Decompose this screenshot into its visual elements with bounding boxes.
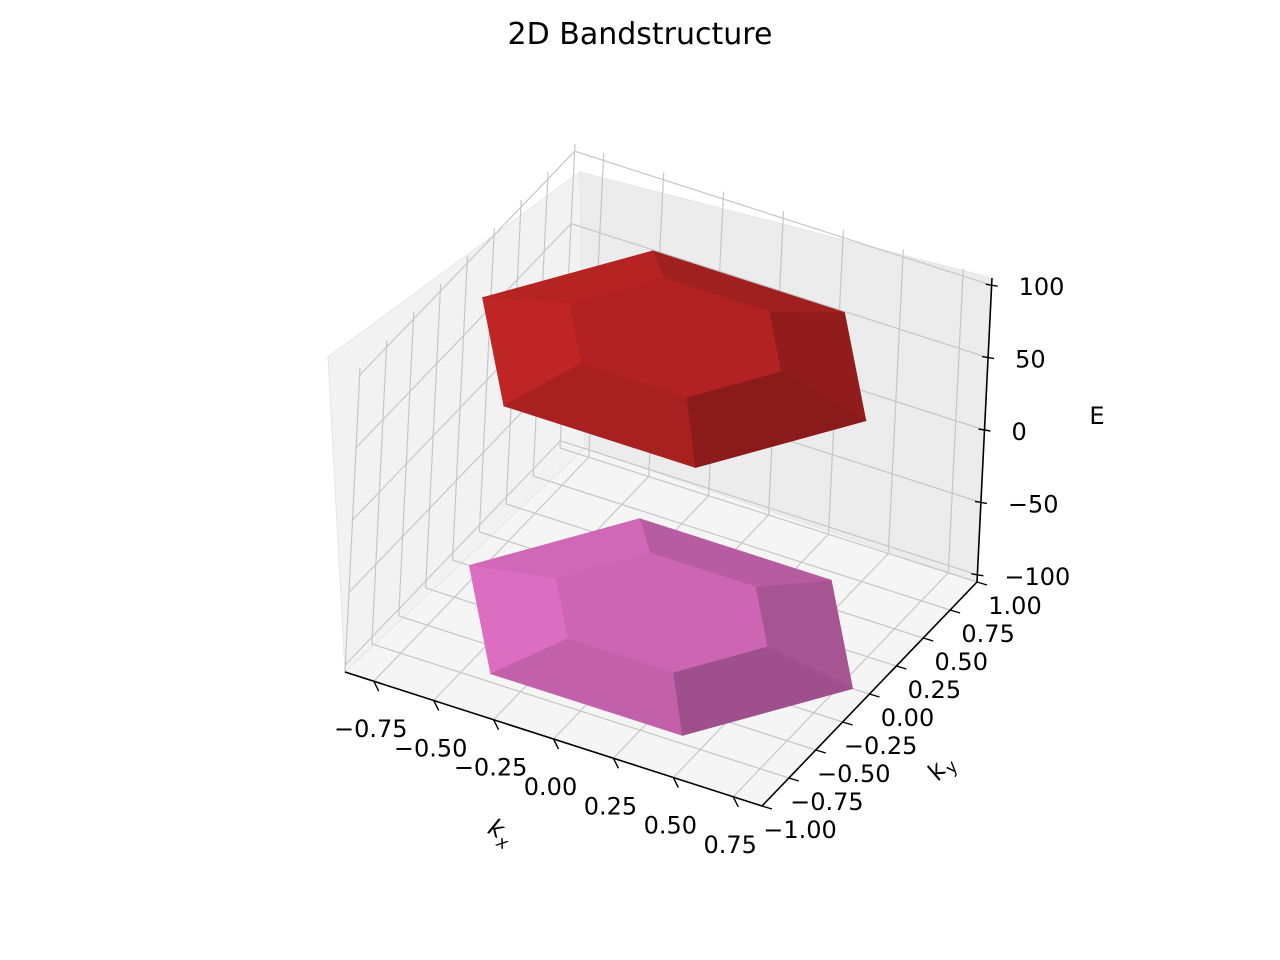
- z-ticks: −100 −50 0 50 100: [971, 273, 1070, 591]
- band-surface-1: [482, 250, 867, 469]
- surfaces: [468, 250, 867, 736]
- x-tick-label-6: 0.75: [704, 831, 757, 859]
- x-tick-label-3: 0.00: [524, 773, 577, 801]
- band-1-center: [569, 277, 782, 398]
- x-tick-4: [612, 757, 620, 769]
- z-tick-1: [974, 500, 988, 505]
- z-tick-label-4: 100: [1019, 273, 1065, 301]
- y-tick-label-7: 0.75: [961, 620, 1014, 648]
- grid-z-3: [355, 222, 989, 449]
- y-tick-6: [923, 637, 934, 642]
- y-tick-label-5: 0.25: [908, 676, 961, 704]
- band-2-center: [555, 552, 768, 673]
- x-tick-1: [433, 700, 440, 711]
- grid-z-0: [344, 440, 978, 666]
- grid-floor-y-7: [532, 475, 951, 611]
- x-tick-label-1: −0.50: [394, 734, 468, 762]
- y-tick-3: [842, 721, 853, 726]
- x-tick-label-5: 0.50: [644, 812, 697, 840]
- z-tick-4: [985, 283, 998, 287]
- grid-z-4: [359, 150, 992, 376]
- z-tick-label-0: −100: [1004, 563, 1070, 591]
- x-tick-label-0: −0.75: [334, 715, 408, 743]
- x-tick-label-4: 0.25: [584, 792, 637, 820]
- x-tick-0: [373, 680, 380, 692]
- grid-floor-y-1: [371, 643, 790, 779]
- y-tick-8: [976, 581, 988, 586]
- y-tick-2: [815, 749, 826, 754]
- x-tick-3: [552, 738, 560, 750]
- y-ticks: −1.00−0.75−0.50−0.250.000.250.500.751.00: [761, 581, 1042, 844]
- y-tick-label-3: −0.25: [844, 732, 918, 760]
- z-axis-label: E: [1089, 402, 1104, 430]
- x-tick-2: [492, 719, 500, 731]
- y-tick-0: [761, 805, 773, 810]
- x-tick-label-2: −0.25: [454, 754, 528, 782]
- y-tick-4: [869, 693, 880, 698]
- band-surface-2: [468, 518, 854, 736]
- y-tick-1: [788, 777, 800, 782]
- y-tick-7: [949, 609, 961, 614]
- x-tick-5: [672, 777, 679, 788]
- z-tick-label-2: 0: [1012, 418, 1027, 446]
- z-tick-label-3: 50: [1015, 346, 1046, 374]
- y-tick-5: [896, 665, 907, 670]
- y-tick-label-8: 1.00: [988, 592, 1041, 620]
- y-tick-label-1: −0.75: [790, 788, 864, 816]
- z-tick-0: [971, 573, 984, 577]
- x-ticks: −0.75−0.50−0.250.000.250.500.75: [334, 680, 757, 859]
- y-tick-label-6: 0.50: [935, 648, 988, 676]
- chart-title: 2D Bandstructure: [508, 17, 773, 52]
- y-tick-label-2: −0.50: [817, 760, 891, 788]
- z-tick-2: [978, 428, 991, 432]
- y-tick-label-0: −1.00: [763, 816, 837, 844]
- x-tick-6: [732, 796, 739, 808]
- y-tick-label-4: 0.00: [881, 704, 934, 732]
- z-tick-3: [981, 355, 995, 360]
- grid-floor-y-8: [559, 447, 978, 583]
- z-tick-label-1: −50: [1008, 490, 1059, 518]
- axes-3d: −0.75−0.50−0.250.000.250.500.75 −1.00−0.…: [327, 143, 1105, 859]
